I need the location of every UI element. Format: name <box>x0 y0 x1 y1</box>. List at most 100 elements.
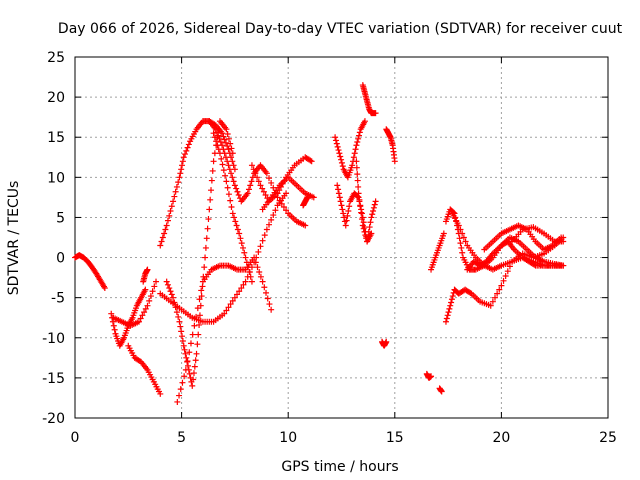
data-point <box>158 238 165 245</box>
data-point <box>268 306 275 313</box>
data-point <box>231 294 238 301</box>
data-point <box>192 357 199 364</box>
data-point <box>266 221 273 228</box>
data-point <box>220 133 227 140</box>
data-point <box>355 132 362 139</box>
data-point <box>263 226 270 233</box>
data-point <box>261 284 268 291</box>
data-point <box>457 240 464 247</box>
data-point <box>351 150 358 157</box>
data-point <box>240 281 247 288</box>
data-point <box>135 318 142 325</box>
y-tick-label: 0 <box>56 251 65 267</box>
series-arc-k <box>248 154 315 205</box>
data-point <box>163 222 170 229</box>
data-point <box>227 140 234 147</box>
data-point <box>210 158 217 165</box>
data-point <box>228 204 235 211</box>
data-point <box>236 230 243 237</box>
data-point <box>194 341 201 348</box>
data-point <box>459 230 466 237</box>
data-point <box>195 331 202 338</box>
data-point <box>462 238 469 245</box>
data-point <box>190 370 197 377</box>
y-tick-label: -20 <box>42 411 65 427</box>
data-point <box>228 170 235 177</box>
data-point <box>228 154 235 161</box>
y-tick-label: 25 <box>47 50 65 66</box>
series-arc-m <box>332 118 368 181</box>
data-point <box>159 234 166 241</box>
data-point <box>194 305 201 312</box>
data-point <box>492 294 499 301</box>
data-point <box>193 350 200 357</box>
data-point <box>342 222 349 229</box>
series-arc-h <box>174 254 275 405</box>
data-point <box>238 240 245 247</box>
data-point <box>225 304 232 311</box>
data-point <box>225 162 232 169</box>
data-point <box>247 182 254 189</box>
data-point <box>139 312 146 319</box>
data-point <box>225 146 232 153</box>
data-point <box>174 398 181 405</box>
series-arc-s <box>423 370 435 381</box>
data-point <box>338 202 345 209</box>
data-point <box>383 338 390 345</box>
data-point <box>204 225 211 232</box>
data-point <box>558 262 565 269</box>
data-point <box>177 323 184 330</box>
data-point <box>137 315 144 322</box>
data-point <box>355 190 362 197</box>
data-point <box>141 309 148 316</box>
data-point <box>270 212 277 219</box>
data-point <box>219 161 226 168</box>
data-point <box>487 302 494 309</box>
data-point <box>244 190 251 197</box>
data-point <box>266 175 273 182</box>
data-point <box>458 244 465 251</box>
data-point <box>353 142 360 149</box>
data-point <box>243 259 250 266</box>
data-point <box>438 388 445 395</box>
axis-ticks: 0 5 10 15 20 25 -20 -15 -10 -5 0 5 10 15 20 25 <box>42 50 617 446</box>
data-point <box>168 203 175 210</box>
data-point <box>337 198 344 205</box>
series-arc-d <box>125 342 164 397</box>
data-point <box>228 145 235 152</box>
series-arc-f <box>163 118 236 389</box>
data-point <box>202 244 209 251</box>
data-point <box>237 235 244 242</box>
y-tick-label: -5 <box>51 291 65 307</box>
data-point <box>349 162 356 169</box>
data-point <box>391 158 398 165</box>
data-point <box>307 157 314 164</box>
data-point <box>372 110 379 117</box>
data-point <box>242 254 249 261</box>
data-point <box>360 219 367 226</box>
series-arc-aa <box>509 224 567 245</box>
data-point <box>178 328 185 335</box>
data-point <box>238 285 245 292</box>
data-point <box>219 130 226 137</box>
data-point <box>440 230 447 237</box>
data-point <box>354 139 361 146</box>
data-point <box>337 153 344 160</box>
data-point <box>365 228 372 235</box>
data-point <box>264 295 271 302</box>
data-point <box>208 177 215 184</box>
data-point <box>227 301 234 308</box>
data-point <box>234 226 241 233</box>
data-point <box>189 331 196 338</box>
data-point <box>334 143 341 150</box>
data-point <box>101 285 108 292</box>
data-point <box>333 140 340 147</box>
data-point <box>254 264 261 271</box>
data-point <box>496 286 503 293</box>
data-point <box>217 139 224 146</box>
data-point <box>245 264 252 271</box>
data-point <box>225 135 232 142</box>
data-point <box>218 155 225 162</box>
data-point <box>241 249 248 256</box>
data-point <box>358 209 365 216</box>
